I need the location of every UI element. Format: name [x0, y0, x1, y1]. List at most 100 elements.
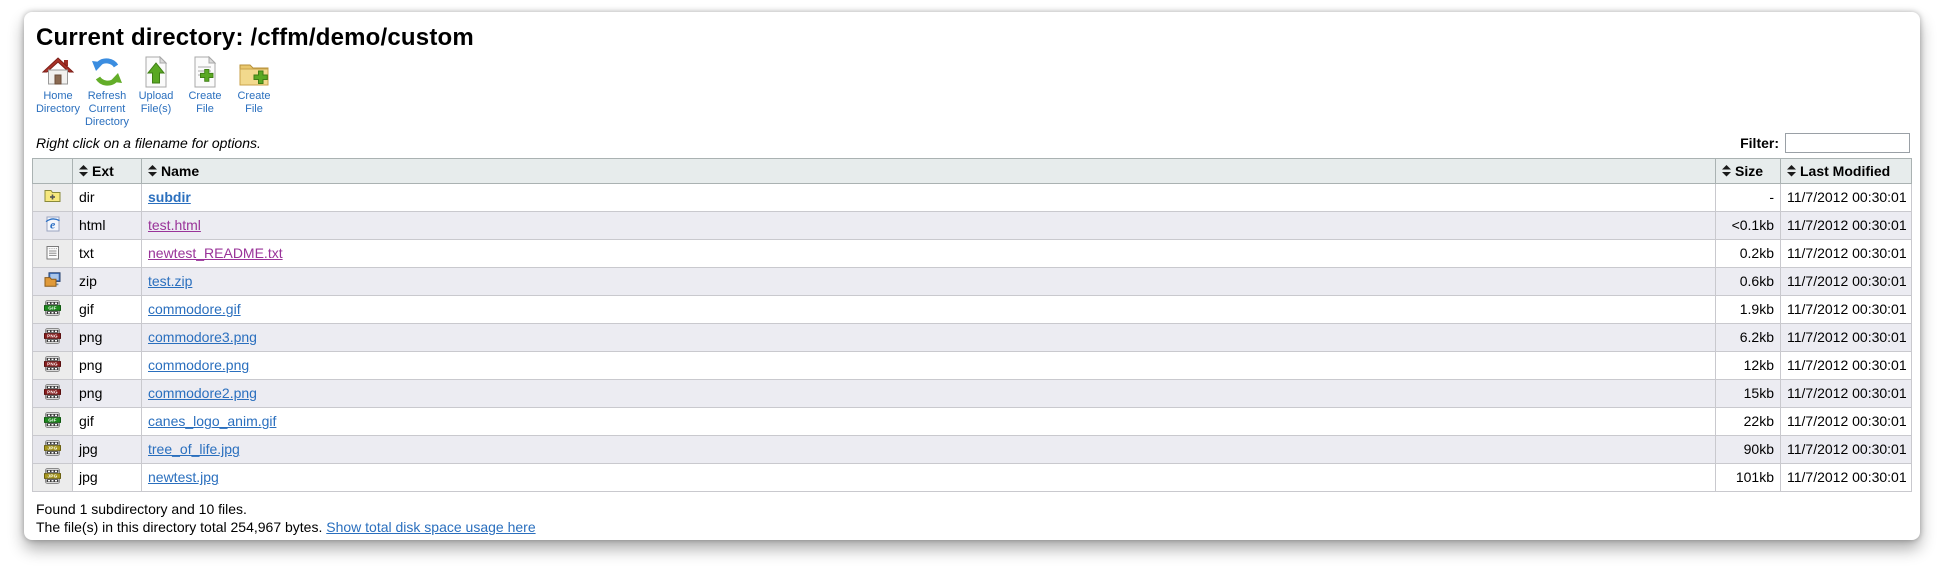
table-row: PNG png commodore3.png 6.2kb 11/7/2012 0…: [32, 322, 1912, 352]
file-table-header: Ext Name Size Last Modified: [32, 157, 1912, 184]
column-header-icon: [32, 157, 73, 184]
zip-icon: [44, 272, 61, 288]
table-row: zip test.zip 0.6kb 11/7/2012 00:30:01: [32, 266, 1912, 296]
jpg-chip-icon: JPG: [44, 439, 61, 456]
file-name-cell: tree_of_life.jpg: [141, 434, 1716, 464]
sort-icon: [79, 164, 88, 177]
file-size: 6.2kb: [1715, 322, 1781, 352]
column-header-label: Size: [1735, 162, 1764, 179]
file-link[interactable]: commodore2.png: [148, 385, 257, 402]
file-ext: jpg: [72, 434, 142, 464]
file-size: <0.1kb: [1715, 210, 1781, 240]
toolbar-button-upload-files[interactable]: Upload File(s): [132, 56, 180, 116]
svg-text:e: e: [50, 217, 56, 231]
file-name-cell: commodore3.png: [141, 322, 1716, 352]
png-chip-icon: PNG: [44, 355, 61, 372]
toolbar-button-label: Refresh Current Directory: [84, 90, 129, 128]
table-row: JPG jpg newtest.jpg 101kb 11/7/2012 00:3…: [32, 462, 1912, 492]
toolbar-button-home-directory[interactable]: Home Directory: [34, 56, 82, 116]
file-link[interactable]: test.zip: [148, 273, 193, 290]
footer-total-line: The file(s) in this directory total 254,…: [36, 518, 1916, 536]
file-ext: png: [72, 322, 142, 352]
file-link[interactable]: commodore.gif: [148, 301, 241, 318]
file-ext: dir: [72, 182, 142, 212]
file-ext: zip: [72, 266, 142, 296]
column-header-size[interactable]: Size: [1715, 157, 1781, 184]
table-row: PNG png commodore2.png 15kb 11/7/2012 00…: [32, 378, 1912, 408]
file-manager-window: Current directory: /cffm/demo/custom Hom…: [24, 12, 1920, 540]
file-size: -: [1715, 182, 1781, 212]
file-table: Ext Name Size Last Modified dir subdir - 11…: [32, 157, 1912, 492]
file-table-body: dir subdir - 11/7/2012 00:30:01 e html t…: [32, 182, 1912, 492]
toolbar-button-label: Create File: [188, 90, 222, 115]
toolbar-button-create-file-folder[interactable]: Create File: [230, 56, 278, 116]
create-file-icon: [189, 56, 221, 88]
file-size: 15kb: [1715, 378, 1781, 408]
table-row: JPG jpg tree_of_life.jpg 90kb 11/7/2012 …: [32, 434, 1912, 464]
file-type-icon-cell: JPG: [32, 434, 73, 464]
svg-text:PNG: PNG: [47, 361, 58, 366]
file-type-icon-cell: [32, 182, 73, 212]
file-link[interactable]: test.html: [148, 217, 201, 234]
svg-text:PNG: PNG: [47, 333, 58, 338]
create-folder-icon: [238, 56, 270, 88]
file-link[interactable]: commodore.png: [148, 357, 250, 374]
file-modified: 11/7/2012 00:30:01: [1780, 238, 1912, 268]
jpg-chip-icon: JPG: [44, 467, 61, 484]
meta-row: Right click on a filename for options. F…: [36, 132, 1910, 153]
file-link[interactable]: newtest.jpg: [148, 469, 219, 486]
column-header-label: Ext: [92, 162, 114, 179]
file-ext: gif: [72, 294, 142, 324]
filter-input[interactable]: [1785, 132, 1910, 153]
file-link[interactable]: commodore3.png: [148, 329, 257, 346]
refresh-icon: [91, 56, 123, 88]
file-name-cell: subdir: [141, 182, 1716, 212]
file-modified: 11/7/2012 00:30:01: [1780, 210, 1912, 240]
table-row: GIF gif commodore.gif 1.9kb 11/7/2012 00…: [32, 294, 1912, 324]
column-header-ext[interactable]: Ext: [72, 157, 142, 184]
file-ext: png: [72, 378, 142, 408]
table-row: GIF gif canes_logo_anim.gif 22kb 11/7/20…: [32, 406, 1912, 436]
gif-chip-icon: GIF: [44, 299, 61, 316]
file-modified: 11/7/2012 00:30:01: [1780, 462, 1912, 492]
file-ext: html: [72, 210, 142, 240]
gif-chip-icon: GIF: [44, 411, 61, 428]
file-type-icon-cell: e: [32, 210, 73, 240]
svg-text:JPG: JPG: [47, 473, 57, 478]
filter-label: Filter:: [1740, 134, 1779, 151]
column-header-name[interactable]: Name: [141, 157, 1716, 184]
file-link[interactable]: canes_logo_anim.gif: [148, 413, 277, 430]
file-link[interactable]: tree_of_life.jpg: [148, 441, 240, 458]
right-click-hint: Right click on a filename for options.: [36, 134, 261, 151]
home-icon: [42, 56, 74, 88]
column-header-label: Name: [161, 162, 200, 179]
sort-icon: [148, 164, 157, 177]
sort-icon: [1722, 164, 1731, 177]
file-link[interactable]: newtest_README.txt: [148, 245, 283, 262]
svg-text:JPG: JPG: [47, 445, 57, 450]
disk-usage-link[interactable]: Show total disk space usage here: [326, 519, 536, 536]
file-type-icon-cell: GIF: [32, 294, 73, 324]
svg-text:PNG: PNG: [47, 389, 58, 394]
column-header-last-modified[interactable]: Last Modified: [1780, 157, 1912, 184]
file-ext: gif: [72, 406, 142, 436]
file-type-icon-cell: [32, 238, 73, 268]
file-modified: 11/7/2012 00:30:01: [1780, 266, 1912, 296]
file-type-icon-cell: JPG: [32, 462, 73, 492]
toolbar-button-refresh-current-directory[interactable]: Refresh Current Directory: [83, 56, 131, 129]
file-name-cell: commodore2.png: [141, 378, 1716, 408]
header-row: Ext Name Size Last Modified: [32, 157, 1912, 184]
footer: Found 1 subdirectory and 10 files. The f…: [36, 500, 1916, 537]
file-modified: 11/7/2012 00:30:01: [1780, 434, 1912, 464]
toolbar-button-create-file[interactable]: Create File: [181, 56, 229, 116]
folder-plus-icon: [44, 188, 61, 204]
file-size: 12kb: [1715, 350, 1781, 380]
toolbar-button-label: Upload File(s): [138, 90, 174, 115]
file-name-cell: newtest_README.txt: [141, 238, 1716, 268]
page-title: Current directory: /cffm/demo/custom: [36, 24, 474, 51]
png-chip-icon: PNG: [44, 383, 61, 400]
file-name-cell: test.zip: [141, 266, 1716, 296]
file-size: 0.6kb: [1715, 266, 1781, 296]
file-type-icon-cell: GIF: [32, 406, 73, 436]
file-link[interactable]: subdir: [148, 189, 191, 206]
